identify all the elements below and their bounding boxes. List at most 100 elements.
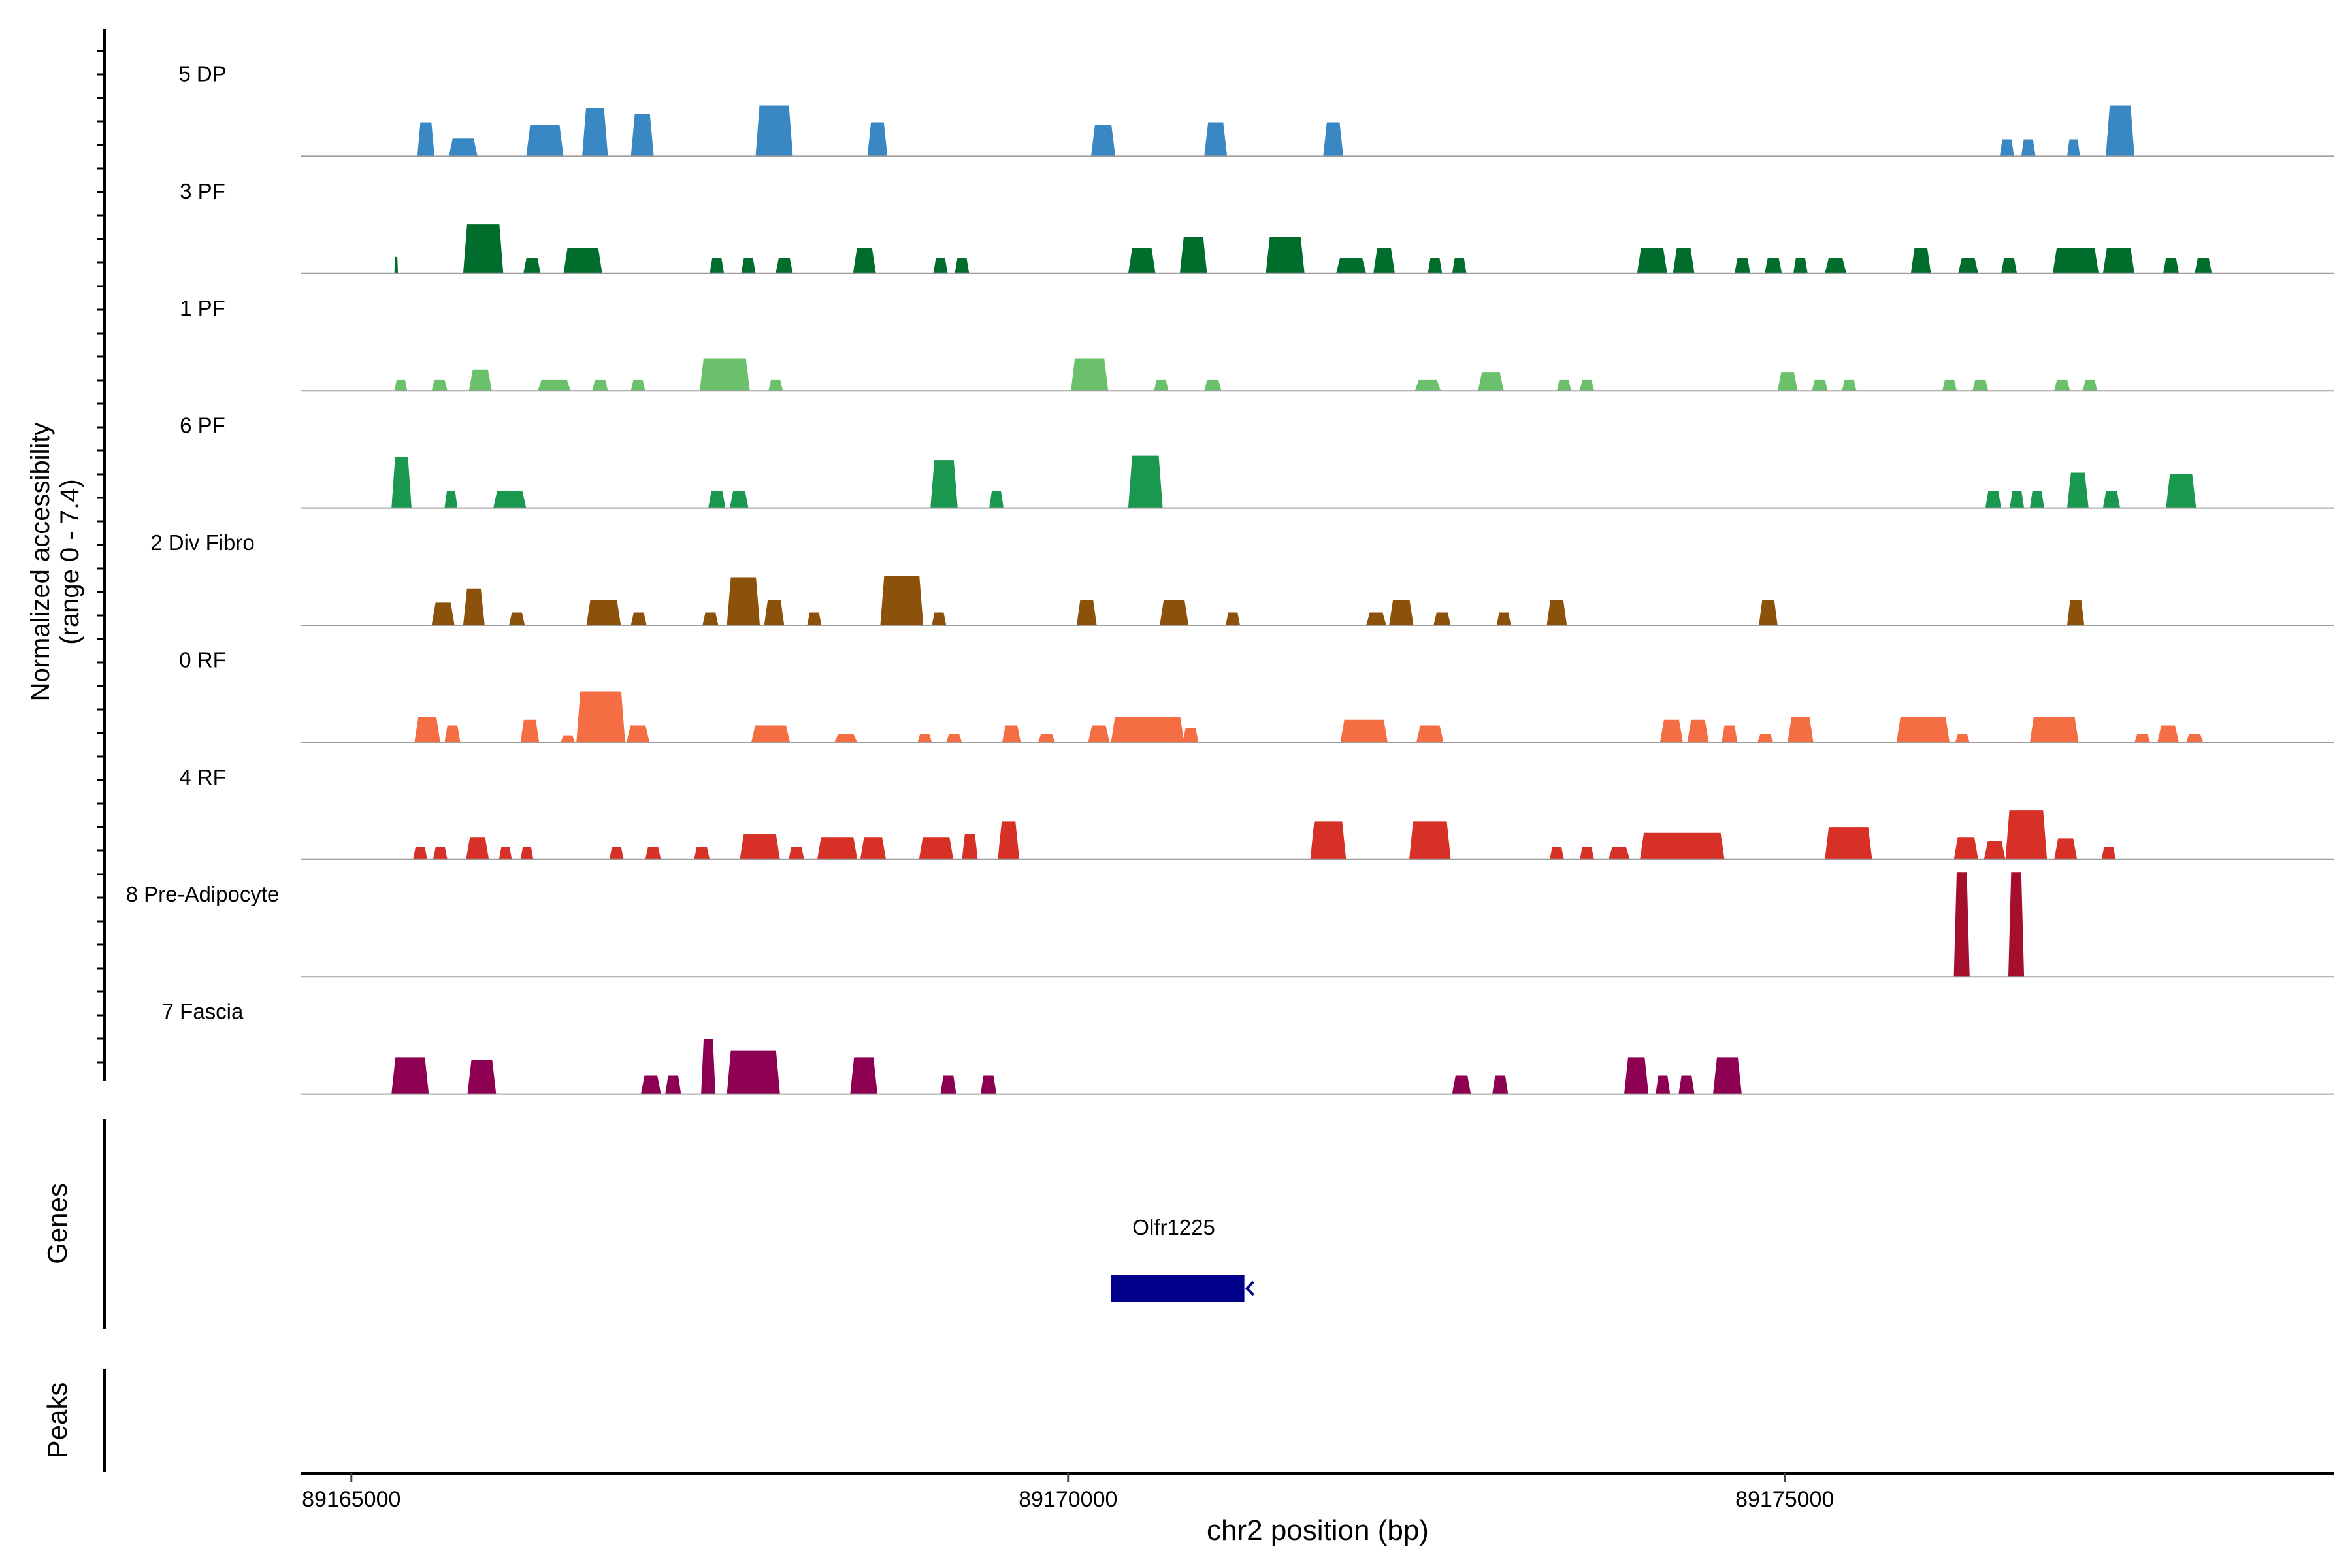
coverage-peak bbox=[2134, 734, 2151, 743]
coverage-peak bbox=[1812, 379, 1828, 391]
coverage-peak bbox=[2029, 491, 2044, 508]
coverage-peak bbox=[834, 734, 858, 743]
coverage-peak bbox=[751, 725, 791, 743]
coverage-peak bbox=[1757, 734, 1774, 743]
coverage-peak bbox=[955, 258, 970, 274]
coverage-peak bbox=[1226, 612, 1241, 625]
coverage-peak bbox=[414, 717, 440, 743]
coverage-peak bbox=[1549, 847, 1564, 860]
coverage-peak bbox=[1076, 600, 1097, 625]
coverage-peak bbox=[1179, 237, 1207, 274]
coverage-peak bbox=[1640, 832, 1725, 860]
coverage-peak bbox=[586, 600, 621, 625]
coverage-peak bbox=[1366, 612, 1386, 625]
coverage-peak bbox=[2102, 248, 2135, 274]
coverage-peak bbox=[394, 256, 399, 274]
coverage-peak bbox=[1896, 717, 1950, 743]
coverage-peak bbox=[627, 725, 650, 743]
coverage-peak bbox=[665, 1075, 681, 1094]
track-label: 7 Fascia bbox=[162, 1000, 244, 1024]
coverage-peak bbox=[1793, 258, 1808, 274]
coverage-peak bbox=[2102, 491, 2121, 508]
coverage-peak bbox=[708, 491, 726, 508]
coverage-peak bbox=[1428, 258, 1443, 274]
coverage-peak bbox=[962, 834, 978, 860]
coverage-peak bbox=[1154, 379, 1169, 391]
coverage-peak bbox=[2054, 838, 2078, 860]
coverage-peak bbox=[1111, 717, 1184, 743]
coverage-tracks: 5 DP 3 PF 1 PF 6 PF 2 Div Fibro 0 RF 4 RF 8 Pre… bbox=[126, 61, 2334, 1095]
coverage-peak bbox=[1910, 248, 1931, 274]
coverage-peak bbox=[2029, 717, 2079, 743]
coverage-peak bbox=[448, 138, 478, 157]
coverage-peak bbox=[919, 837, 954, 860]
track-5: 0 RF bbox=[179, 647, 2334, 743]
track-7: 8 Pre-Adipocyte bbox=[126, 872, 2334, 978]
coverage-peak bbox=[1985, 491, 2002, 508]
coverage-peak bbox=[1984, 841, 2006, 860]
coverage-peak bbox=[1496, 612, 1511, 625]
coverage-peak bbox=[699, 358, 750, 391]
track-label: 3 PF bbox=[180, 179, 225, 203]
coverage-peak bbox=[498, 847, 512, 860]
coverage-peak bbox=[1452, 258, 1467, 274]
coverage-peak bbox=[2001, 258, 2017, 274]
coverage-peak bbox=[1389, 600, 1414, 625]
coverage-peak bbox=[2066, 600, 2085, 625]
coverage-peak bbox=[807, 612, 822, 625]
coverage-peak bbox=[640, 1075, 661, 1094]
coverage-peak bbox=[710, 258, 725, 274]
track-label: 5 DP bbox=[178, 61, 226, 86]
coverage-peak bbox=[431, 379, 448, 391]
coverage-peak bbox=[609, 847, 624, 860]
coverage-peak bbox=[776, 258, 793, 274]
coverage-peak bbox=[1556, 379, 1571, 391]
track-label: 1 PF bbox=[180, 296, 225, 320]
coverage-peak bbox=[1160, 600, 1189, 625]
coverage-peak bbox=[741, 258, 756, 274]
coverage-peak bbox=[932, 612, 947, 625]
coverage-peak bbox=[980, 1075, 997, 1094]
coverage-peak bbox=[1340, 719, 1388, 743]
track-4: 2 Div Fibro bbox=[150, 531, 2334, 626]
coverage-peak bbox=[592, 379, 608, 391]
coverage-peak bbox=[1788, 717, 1814, 743]
gene-strand-arrow bbox=[1245, 1281, 1255, 1296]
coverage-peak bbox=[2005, 810, 2048, 860]
coverage-peak bbox=[1409, 821, 1451, 860]
coverage-peak bbox=[413, 847, 428, 860]
track-label: 6 PF bbox=[180, 414, 225, 438]
gene-body-olfr1225 bbox=[1111, 1275, 1255, 1302]
coverage-peak bbox=[727, 1050, 780, 1094]
coverage-peak bbox=[493, 491, 527, 508]
track-1: 3 PF bbox=[180, 179, 2334, 274]
coverage-peak bbox=[1765, 258, 1782, 274]
coverage-peak bbox=[2195, 258, 2212, 274]
coverage-peak bbox=[2166, 474, 2197, 508]
coverage-peak bbox=[1204, 379, 1222, 391]
coverage-peak bbox=[1579, 847, 1594, 860]
coverage-peak bbox=[817, 837, 858, 860]
coverage-peak bbox=[537, 379, 571, 391]
coverage-peak bbox=[880, 576, 924, 625]
coverage-peak bbox=[1999, 139, 2014, 157]
coverage-peak bbox=[701, 1039, 716, 1094]
coverage-peak bbox=[1204, 122, 1228, 157]
coverage-peak bbox=[1608, 847, 1630, 860]
coverage-peak bbox=[1825, 258, 1847, 274]
coverage-peak bbox=[563, 248, 602, 274]
coverage-peak bbox=[2054, 379, 2070, 391]
coverage-peak bbox=[630, 612, 647, 625]
coverage-peak bbox=[1090, 125, 1116, 157]
coverage-peak bbox=[1414, 379, 1441, 391]
coverage-peak bbox=[1323, 122, 1343, 157]
coverage-peak bbox=[768, 379, 783, 391]
coverage-peak bbox=[463, 588, 485, 625]
coverage-peak bbox=[1492, 1075, 1509, 1094]
gene-exon bbox=[1111, 1275, 1245, 1302]
coverage-peak bbox=[1842, 379, 1857, 391]
coverage-peak bbox=[989, 491, 1004, 508]
coverage-peak bbox=[1183, 728, 1199, 743]
coverage-peak bbox=[463, 224, 504, 274]
